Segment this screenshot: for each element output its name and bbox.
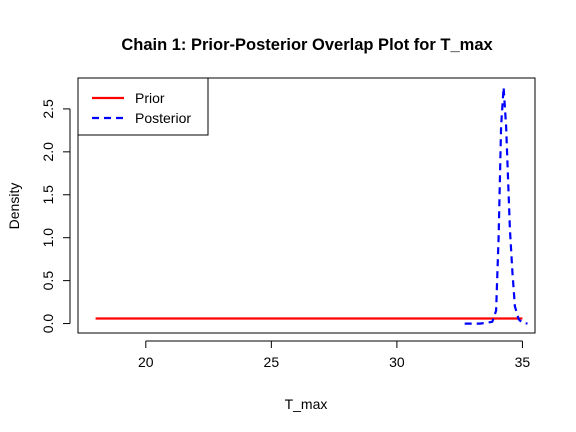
y-tick-label: 1.5 — [40, 185, 56, 205]
series-layer — [95, 86, 528, 325]
y-tick-label: 2.0 — [40, 142, 56, 162]
axes-layer: 20 25 30 35 0.0 0.5 1.0 1.5 2.0 2.5 — [40, 99, 530, 370]
chart-title: Chain 1: Prior-Posterior Overlap Plot fo… — [121, 36, 493, 54]
x-tick-label: 35 — [515, 354, 531, 370]
y-tick-label: 0.5 — [40, 271, 56, 291]
x-tick-label: 25 — [264, 354, 280, 370]
x-tick-label: 30 — [389, 354, 405, 370]
y-tick-label: 1.0 — [40, 228, 56, 248]
x-axis-label: T_max — [285, 396, 328, 412]
legend-box — [77, 77, 209, 136]
x-tick-label: 20 — [138, 354, 154, 370]
series-line-posterior — [464, 86, 528, 325]
y-tick-label: 2.5 — [40, 99, 56, 119]
y-axis-label: Density — [6, 183, 22, 230]
legend-posterior-label: Posterior — [135, 110, 191, 126]
legend-prior-label: Prior — [135, 90, 165, 106]
plot-frame — [77, 77, 536, 334]
legend: Prior Posterior — [77, 77, 209, 136]
y-tick-label: 0.0 — [40, 314, 56, 334]
